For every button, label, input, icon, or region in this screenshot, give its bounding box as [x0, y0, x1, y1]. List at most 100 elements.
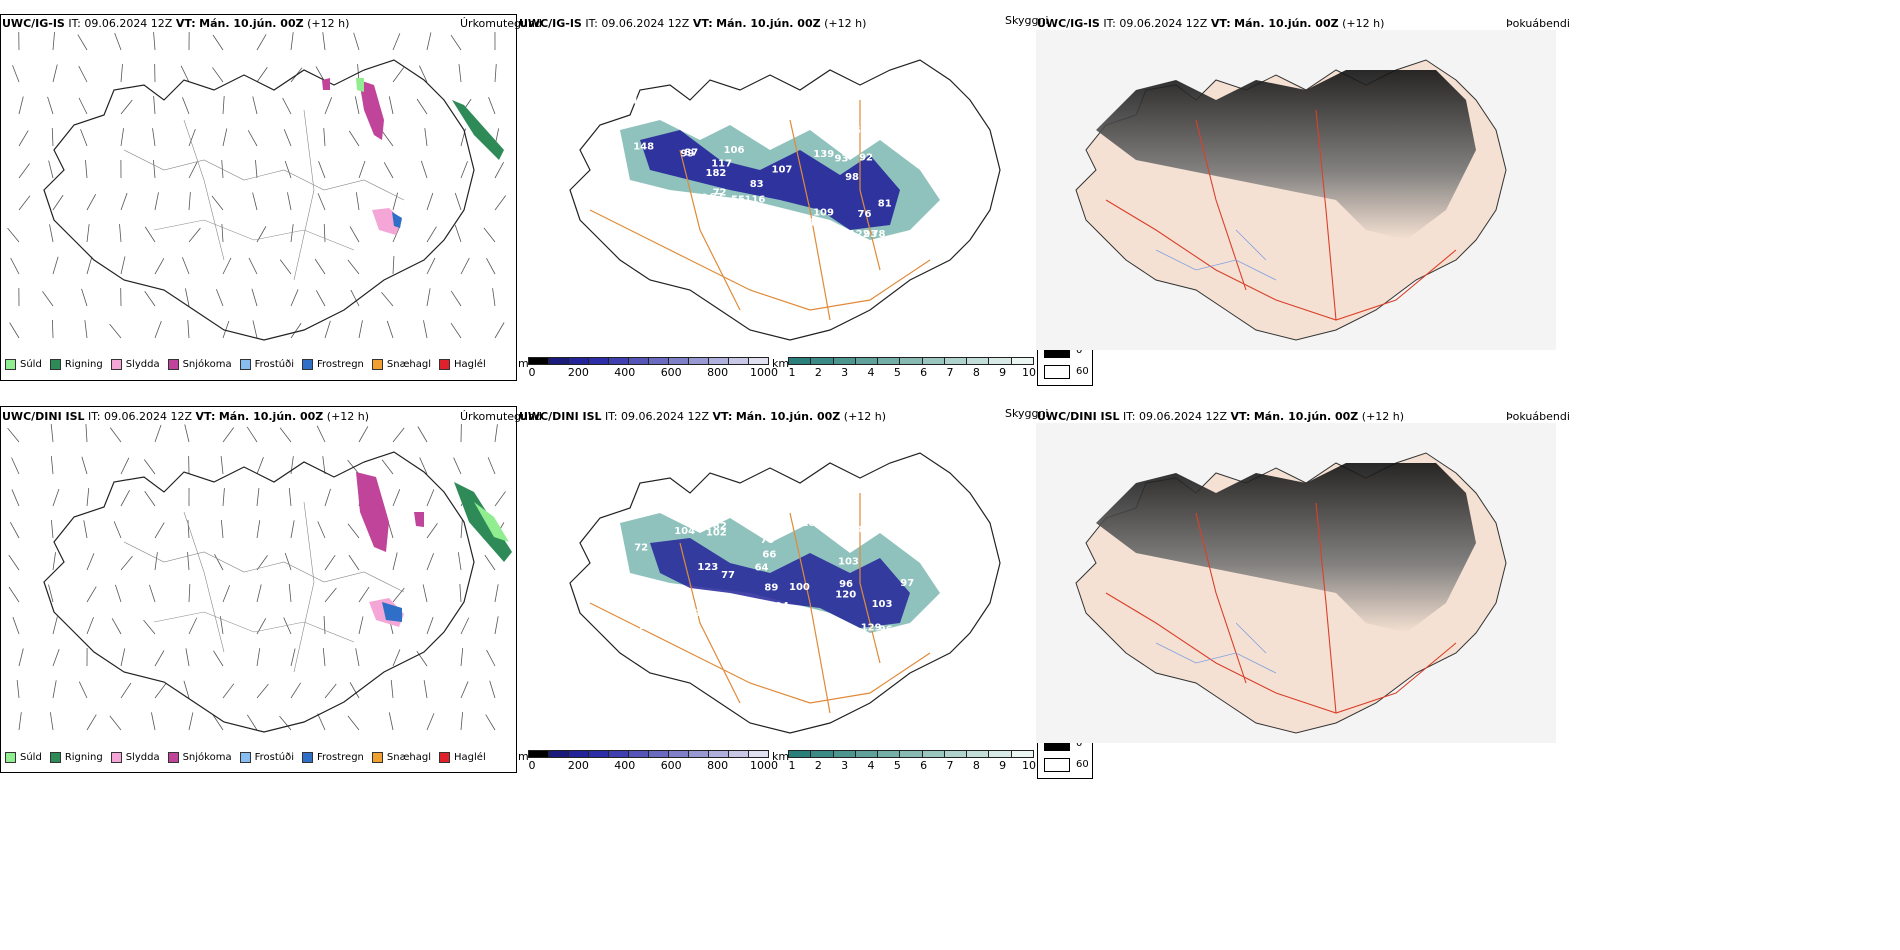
precip-map-bottom — [7, 423, 512, 733]
wind-barb — [248, 257, 258, 275]
visibility-scale-cells: 1 2 3 4 5 6 7 8 9 10 — [788, 750, 1036, 772]
wind-barb — [450, 34, 462, 51]
precip-map-top — [7, 31, 507, 341]
scale-cell — [528, 750, 549, 758]
scale-tick-label: 600 — [660, 366, 682, 379]
visibility-value-label: 139 — [813, 149, 834, 160]
panel-title-visibility-bottom: Skyggni — [1005, 407, 1049, 420]
visibility-value-label: 103 — [838, 557, 859, 568]
visibility-value-label: 117 — [711, 159, 732, 170]
scale-tick-label: 1 — [788, 759, 796, 772]
legend-swatch — [371, 359, 383, 370]
visibility-scale-bottom: km 1 2 3 4 5 6 7 8 9 10 — [772, 750, 1036, 772]
legend-item: Rigning — [49, 359, 103, 370]
legend-swatch — [167, 359, 179, 370]
wind-barb — [10, 257, 20, 275]
wind-barb — [255, 160, 258, 179]
legend-swatch — [439, 359, 451, 370]
wind-barb — [154, 650, 165, 667]
precip-legend-bottom: Súld Rigning Slydda Snjókoma Frostúði Frostre… — [5, 752, 486, 763]
wind-barb — [109, 323, 122, 339]
visibility-value-label: 80 — [895, 116, 909, 127]
wind-barb — [154, 683, 167, 699]
wind-barb — [188, 712, 194, 731]
wind-barb — [324, 683, 337, 699]
visibility-value-label: 77 — [721, 570, 735, 581]
wind-barb — [492, 288, 496, 307]
wind-barb — [316, 425, 326, 443]
wind-barb — [12, 616, 20, 635]
scale-cell — [548, 750, 569, 758]
wind-barb — [324, 97, 333, 115]
wind-barb — [52, 616, 58, 635]
wind-barb — [52, 319, 54, 339]
legend-label: Frostregn — [317, 359, 364, 370]
wind-barb — [86, 586, 97, 603]
wind-barb — [83, 520, 88, 539]
wind-barb — [120, 99, 133, 115]
scale-tick-label: 8 — [972, 366, 980, 379]
visibility-value-label: 96 — [637, 209, 651, 220]
wind-barb — [317, 713, 326, 731]
scale-tick-label: 4 — [867, 366, 875, 379]
wind-barb — [48, 160, 54, 179]
wind-barb — [153, 96, 156, 115]
wind-barb — [355, 648, 360, 667]
wind-barb — [154, 552, 158, 571]
scale-tick-label: 7 — [946, 366, 954, 379]
visibility-value-label: 81 — [800, 507, 814, 518]
wind-barb — [348, 554, 360, 571]
wind-barb — [120, 648, 126, 667]
wind-barb — [52, 256, 59, 275]
scale-cell — [921, 357, 945, 365]
scale-cell — [708, 357, 729, 365]
wind-barb — [80, 129, 88, 147]
scale-cell — [748, 357, 769, 365]
visibility-value-label: 99 — [680, 149, 694, 160]
wind-barb — [256, 67, 268, 83]
wind-barb — [52, 552, 56, 571]
wind-barb — [221, 224, 224, 243]
wind-barb — [347, 715, 360, 731]
scale-cell — [832, 357, 856, 365]
wind-barb — [81, 288, 88, 307]
wind-barb — [419, 65, 428, 83]
wind-barb — [113, 521, 122, 539]
visibility-value-label: 92 — [859, 153, 873, 164]
wind-barb — [284, 552, 292, 571]
legend-label: Rigning — [64, 752, 103, 763]
scale-cell — [648, 750, 669, 758]
wind-barb — [494, 616, 499, 635]
wind-barb — [152, 128, 156, 147]
wind-barb — [355, 192, 360, 211]
visibility-value-label: 93 — [835, 153, 849, 164]
visibility-value-label: 82 — [713, 521, 727, 532]
scale-tick-label: 7 — [946, 759, 954, 772]
scale-tick-label: 2 — [814, 366, 822, 379]
scale-cell — [548, 357, 569, 365]
wind-barb — [153, 160, 156, 179]
wind-barb — [460, 681, 469, 699]
visibility-value-label: 93 — [863, 229, 877, 240]
legend-swatch — [239, 752, 251, 763]
visibility-value-label: 98 — [845, 172, 859, 183]
wind-barb — [154, 522, 165, 539]
panel-title-precip-bottom: Úrkomutegund — [460, 410, 542, 423]
visibility-value-label: 118 — [831, 122, 852, 133]
wind-barb — [426, 713, 435, 731]
scale-tick-label: 5 — [893, 759, 901, 772]
wind-barb — [388, 712, 394, 731]
wind-barb — [9, 522, 20, 539]
wind-barb — [154, 192, 159, 211]
wind-barb — [486, 257, 496, 275]
legend-label: Snjókoma — [182, 359, 232, 370]
scale-cell — [1010, 357, 1034, 365]
wind-barb — [143, 619, 156, 635]
wind-barb — [180, 65, 190, 83]
visibility-scale-cells: 1 2 3 4 5 6 7 8 9 10 — [788, 357, 1036, 379]
wind-barb — [52, 488, 60, 507]
legend-swatch — [439, 752, 451, 763]
visibility-value-label: 72 — [634, 542, 648, 553]
scale-tick-label: 9 — [999, 366, 1007, 379]
legend-label: Haglél — [454, 359, 486, 370]
